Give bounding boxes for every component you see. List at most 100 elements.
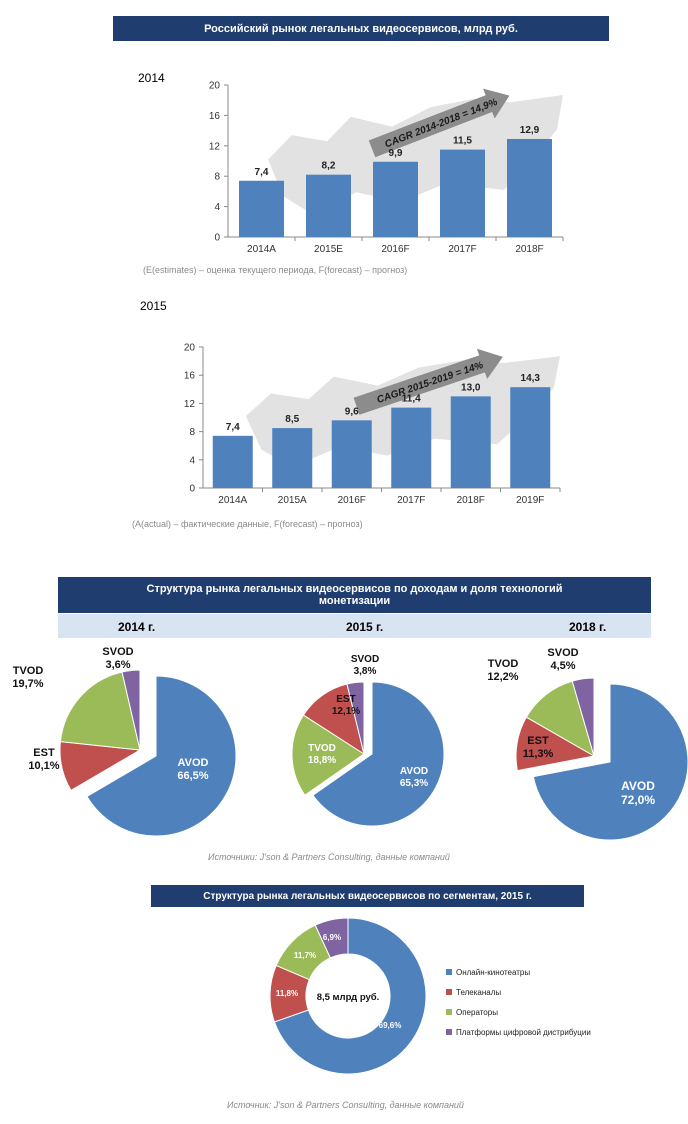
legend-item: Операторы [446, 1002, 591, 1022]
x-tick-label: 2014A [247, 244, 276, 255]
x-tick-label: 2018F [515, 244, 543, 255]
pie3-label-name-svod: SVOD [547, 647, 578, 659]
pie-year-2015: 2015 г. [346, 620, 384, 634]
y-tick-label: 0 [189, 484, 195, 495]
pie1-label-name-svod: SVOD [102, 646, 133, 658]
note-actual: (A(actual) – фактические данные, F(forec… [132, 519, 363, 529]
legend-swatch [446, 969, 452, 975]
pie1-slice-svod [121, 669, 141, 751]
header-banner-1: Российский рынок легальных видеосервисов… [113, 16, 609, 41]
legend-label: Онлайн-кинотеатры [456, 967, 531, 977]
pie1-slice-tvod [59, 671, 141, 751]
pie3-slice-avod [532, 683, 688, 841]
year-band [58, 614, 651, 638]
x-tick-label: 2017F [448, 244, 476, 255]
donut-chart-segments: 69,6% 11,8% 11,7% 6,9% 8,5 млрд руб. [269, 917, 427, 1075]
x-tick-label: 2014A [218, 495, 247, 506]
bar [212, 435, 253, 488]
y-tick-label: 20 [209, 81, 221, 92]
bar-value-label: 9,6 [345, 406, 359, 417]
pie3-label-name-est: EST [527, 735, 549, 747]
source-note-1: Источники: J'son & Partners Consulting, … [208, 852, 450, 862]
y-tick-label: 4 [214, 202, 220, 213]
x-tick-label: 2019F [516, 495, 544, 506]
year-label-2014: 2014 [138, 71, 165, 85]
donut-value-label: 11,8% [276, 989, 298, 998]
y-tick-label: 20 [184, 343, 196, 354]
pie3-label-value-avod: 72,0% [621, 793, 655, 807]
pie1-label-name-tvod: TVOD [13, 665, 44, 677]
pie-year-2014: 2014 г. [118, 620, 156, 634]
legend-swatch [446, 989, 452, 995]
cagr-arrow-shape [353, 348, 503, 415]
donut-center-label: 8,5 млрд руб. [317, 992, 380, 1003]
pie3-label-value-svod: 4,5% [550, 660, 575, 672]
bar [510, 387, 551, 488]
pie1-label-value-tvod: 19,7% [12, 678, 43, 690]
y-tick-label: 8 [189, 427, 195, 438]
bar-value-label: 11,5 [453, 136, 472, 147]
note-estimates: (E(estimates) – оценка текущего периода,… [143, 265, 408, 275]
legend-item: Телеканалы [446, 982, 591, 1002]
bar [306, 174, 351, 237]
legend-label: Операторы [456, 1007, 498, 1017]
pie2-label-name-svod: SVOD [351, 654, 379, 665]
bar-value-label: 11,4 [402, 394, 421, 405]
pie2-slice-svod [346, 681, 365, 755]
bar-value-label: 12,9 [520, 125, 540, 136]
x-tick-label: 2018F [457, 495, 485, 506]
donut-value-label: 69,6% [379, 1021, 402, 1030]
pie1-label-value-avod: 66,5% [177, 770, 208, 782]
y-tick-label: 16 [184, 371, 196, 382]
x-tick-label: 2015A [278, 495, 307, 506]
y-tick-label: 12 [209, 141, 221, 152]
legend-swatch [446, 1029, 452, 1035]
pie3-label-value-est: 11,3% [523, 748, 554, 760]
bar [391, 407, 432, 488]
y-tick-label: 4 [189, 455, 195, 466]
bar [373, 161, 418, 237]
pie-year-2018: 2018 г. [569, 620, 607, 634]
legend-label: Платформы цифровой дистрибуции [456, 1027, 591, 1037]
donut-value-label: 11,7% [294, 951, 316, 960]
pie-charts-structure: AVOD66,5%EST10,1%TVOD19,7%SVOD3,6%AVOD65… [12, 646, 688, 841]
header-banner-2: Структура рынка легальных видеосервисов … [58, 577, 651, 613]
bar-value-label: 7,4 [255, 167, 269, 178]
x-tick-label: 2017F [397, 495, 425, 506]
donut-value-label: 6,9% [323, 933, 341, 942]
x-tick-label: 2016F [338, 495, 366, 506]
pie1-label-name-avod: AVOD [178, 757, 209, 769]
pie2-label-name-tvod: TVOD [308, 743, 336, 754]
source-note-2: Источник: J'son & Partners Consulting, д… [227, 1100, 464, 1110]
pie2-slice-tvod [291, 714, 365, 796]
bar [272, 428, 313, 488]
bar-value-label: 13,0 [461, 382, 481, 393]
pie2-label-name-avod: AVOD [400, 766, 428, 777]
pie3-slice-svod [571, 677, 595, 757]
pie3-label-value-tvod: 12,2% [487, 671, 518, 683]
pie2-label-value-tvod: 18,8% [308, 755, 336, 766]
bar [507, 138, 552, 237]
pie3-label-name-tvod: TVOD [488, 658, 519, 670]
pie3-slice-tvod [525, 680, 595, 758]
pie2-slice-avod [312, 681, 445, 827]
pie1-label-name-est: EST [33, 747, 55, 759]
donut-slice-4 [314, 917, 349, 959]
bar-value-label: 9,9 [389, 148, 403, 159]
bar-value-label: 8,5 [285, 414, 299, 425]
y-tick-label: 8 [214, 172, 220, 183]
pie2-label-name-est: EST [336, 694, 355, 705]
donut-legend: Онлайн-кинотеатры Телеканалы Операторы Плат… [446, 962, 591, 1042]
cagr-arrow-shape [368, 88, 510, 158]
header-banner-3: Структура рынка легальных видеосервисов … [151, 885, 584, 907]
legend-item: Платформы цифровой дистрибуции [446, 1022, 591, 1042]
y-tick-label: 12 [184, 399, 196, 410]
y-tick-label: 0 [214, 233, 220, 244]
bar [440, 149, 485, 237]
donut-slice-1 [273, 917, 427, 1075]
bar-value-label: 7,4 [226, 422, 240, 433]
bar [331, 420, 372, 488]
x-tick-label: 2015E [314, 244, 343, 255]
